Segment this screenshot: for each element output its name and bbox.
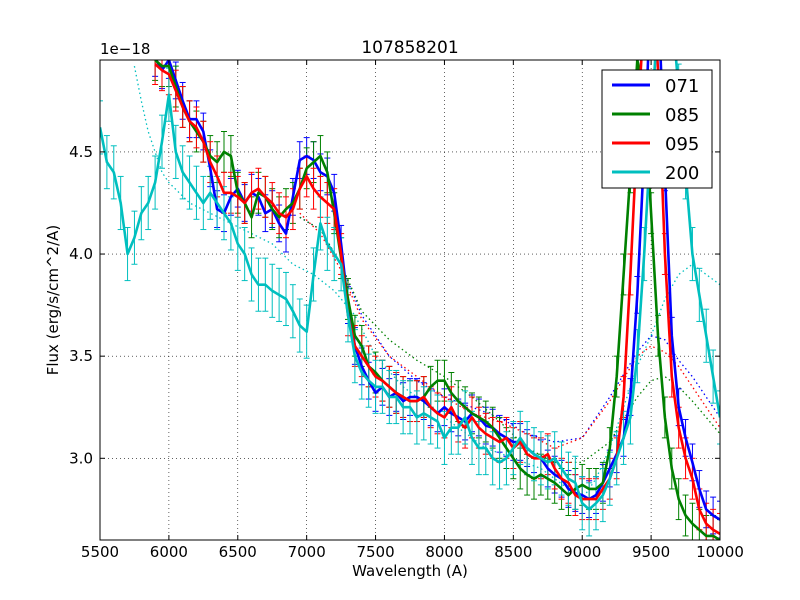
legend-label-071: 071 [665,76,699,97]
legend-label-085: 085 [665,105,699,126]
series-line-085 [154,60,720,540]
x-tick-label: 5500 [81,543,119,561]
x-tick-label: 6000 [150,543,188,561]
x-tick-label: 7000 [288,543,326,561]
series-line-095 [154,60,720,536]
data-layer [100,60,720,540]
y-axis-title: Flux (erg/s/cm^2/A) [44,225,62,376]
ticks: 5500 6000 6500 7000 7500 8000 8500 9000 9500 1000… [69,60,744,561]
legend: 071 085 095 200 [601,69,713,189]
x-tick-label: 10000 [696,543,744,561]
fit-curve-200-fit [133,65,720,501]
y-tick-label: 3.0 [69,449,93,467]
legend-box [601,69,713,189]
y-tick-label: 4.0 [69,245,93,263]
legend-label-200: 200 [665,163,699,184]
x-tick-label: 6500 [219,543,257,561]
y-tick-label: 3.5 [69,347,93,365]
x-tick-label: 7500 [356,543,394,561]
x-tick-label: 8500 [494,543,532,561]
legend-label-095: 095 [665,134,699,155]
series-line-200 [100,60,720,511]
plot-frame [99,59,721,541]
x-axis-title: Wavelength (A) [352,562,468,580]
x-tick-label: 8000 [425,543,463,561]
y-tick-label: 4.5 [69,143,93,161]
chart-title: 107858201 [361,38,458,58]
x-tick-label: 9000 [563,543,601,561]
y-offset-text: 1e−18 [100,40,150,58]
x-tick-label: 9500 [632,543,670,561]
